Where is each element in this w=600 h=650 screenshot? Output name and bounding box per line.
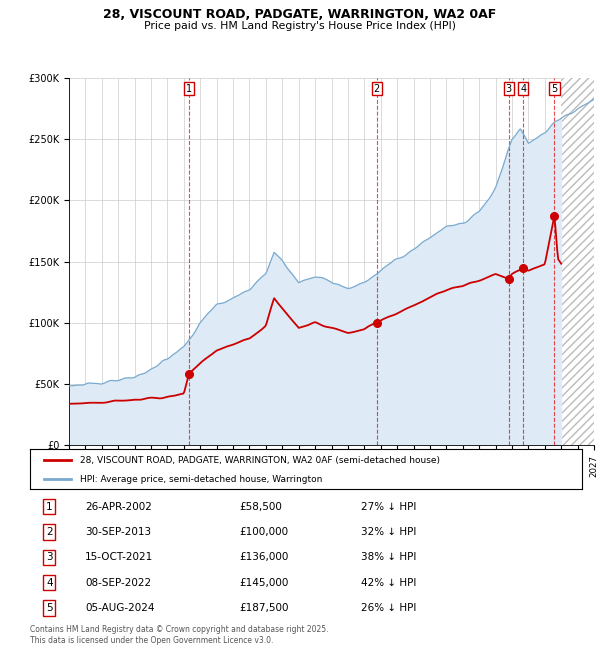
Text: 1: 1 <box>186 83 192 94</box>
Text: 15-OCT-2021: 15-OCT-2021 <box>85 552 154 562</box>
Text: £145,000: £145,000 <box>240 578 289 588</box>
Text: Contains HM Land Registry data © Crown copyright and database right 2025.: Contains HM Land Registry data © Crown c… <box>30 625 329 634</box>
Text: £136,000: £136,000 <box>240 552 289 562</box>
Text: 28, VISCOUNT ROAD, PADGATE, WARRINGTON, WA2 0AF: 28, VISCOUNT ROAD, PADGATE, WARRINGTON, … <box>103 8 497 21</box>
Bar <box>561 78 594 445</box>
Text: 28, VISCOUNT ROAD, PADGATE, WARRINGTON, WA2 0AF (semi-detached house): 28, VISCOUNT ROAD, PADGATE, WARRINGTON, … <box>80 456 440 465</box>
Text: £187,500: £187,500 <box>240 603 289 613</box>
Text: £100,000: £100,000 <box>240 527 289 537</box>
Text: 38% ↓ HPI: 38% ↓ HPI <box>361 552 416 562</box>
Text: 3: 3 <box>505 83 512 94</box>
Text: 08-SEP-2022: 08-SEP-2022 <box>85 578 151 588</box>
Text: £58,500: £58,500 <box>240 502 283 512</box>
Bar <box>561 78 594 445</box>
Text: 26-APR-2002: 26-APR-2002 <box>85 502 152 512</box>
Text: 32% ↓ HPI: 32% ↓ HPI <box>361 527 416 537</box>
Text: 27% ↓ HPI: 27% ↓ HPI <box>361 502 416 512</box>
Text: 2: 2 <box>46 527 53 537</box>
Text: 5: 5 <box>46 603 53 613</box>
Text: 1: 1 <box>46 502 53 512</box>
Text: 4: 4 <box>46 578 53 588</box>
Text: 30-SEP-2013: 30-SEP-2013 <box>85 527 151 537</box>
Text: 2: 2 <box>373 83 380 94</box>
Text: HPI: Average price, semi-detached house, Warrington: HPI: Average price, semi-detached house,… <box>80 475 322 484</box>
Text: 4: 4 <box>520 83 526 94</box>
Text: 42% ↓ HPI: 42% ↓ HPI <box>361 578 416 588</box>
Text: 26% ↓ HPI: 26% ↓ HPI <box>361 603 416 613</box>
Text: 05-AUG-2024: 05-AUG-2024 <box>85 603 155 613</box>
Text: Price paid vs. HM Land Registry's House Price Index (HPI): Price paid vs. HM Land Registry's House … <box>144 21 456 31</box>
Text: This data is licensed under the Open Government Licence v3.0.: This data is licensed under the Open Gov… <box>30 636 274 645</box>
Text: 5: 5 <box>551 83 557 94</box>
Text: 3: 3 <box>46 552 53 562</box>
